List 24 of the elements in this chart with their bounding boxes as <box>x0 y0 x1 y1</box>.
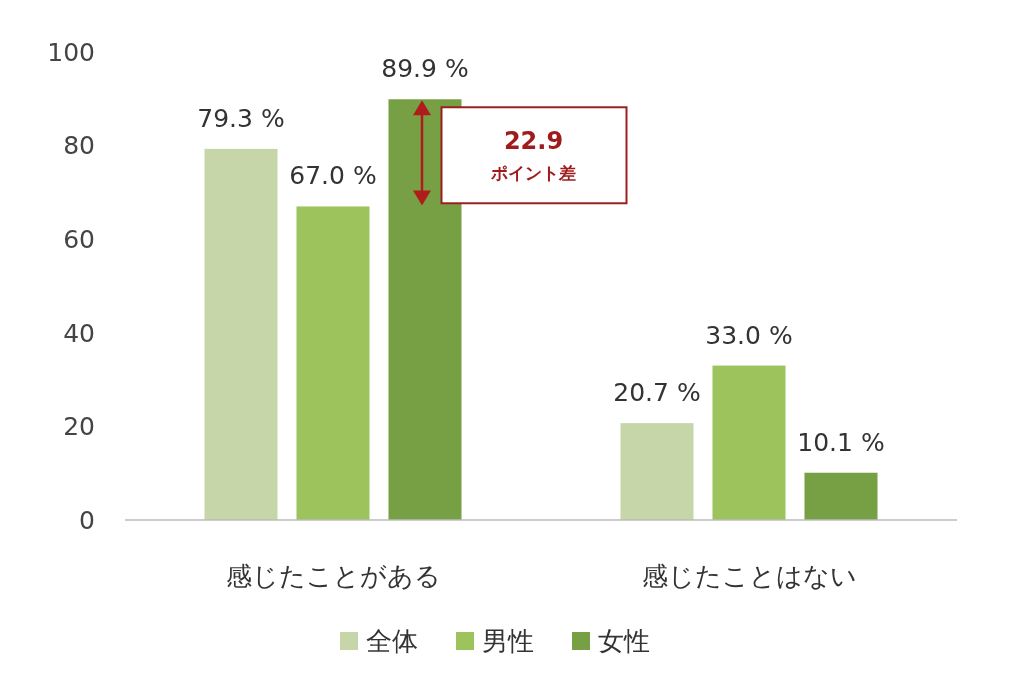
bar <box>620 423 694 520</box>
y-tick-label: 40 <box>63 318 95 348</box>
legend-label: 女性 <box>598 626 650 656</box>
legend-label: 全体 <box>366 626 418 656</box>
data-label: 10.1 % <box>797 427 885 457</box>
data-label: 33.0 % <box>705 320 793 350</box>
bar <box>296 206 370 520</box>
y-tick-label: 0 <box>79 505 95 535</box>
data-label: 20.7 % <box>613 378 701 408</box>
x-tick-label: 感じたことはない <box>641 561 857 591</box>
data-label: 67.0 % <box>289 161 377 191</box>
y-tick-label: 100 <box>47 37 95 67</box>
bar <box>804 472 878 520</box>
bar <box>712 365 786 520</box>
y-tick-label: 20 <box>63 412 95 442</box>
y-tick-label: 60 <box>63 224 95 254</box>
bar <box>388 99 462 520</box>
x-tick-label: 感じたことがある <box>225 561 441 591</box>
data-label: 79.3 % <box>197 103 285 133</box>
legend-label: 男性 <box>482 626 534 656</box>
y-tick-label: 80 <box>63 131 95 161</box>
annotation: 22.9 ポイント差 <box>490 127 576 184</box>
data-label: 89.9 % <box>381 54 469 84</box>
bar <box>204 148 278 520</box>
